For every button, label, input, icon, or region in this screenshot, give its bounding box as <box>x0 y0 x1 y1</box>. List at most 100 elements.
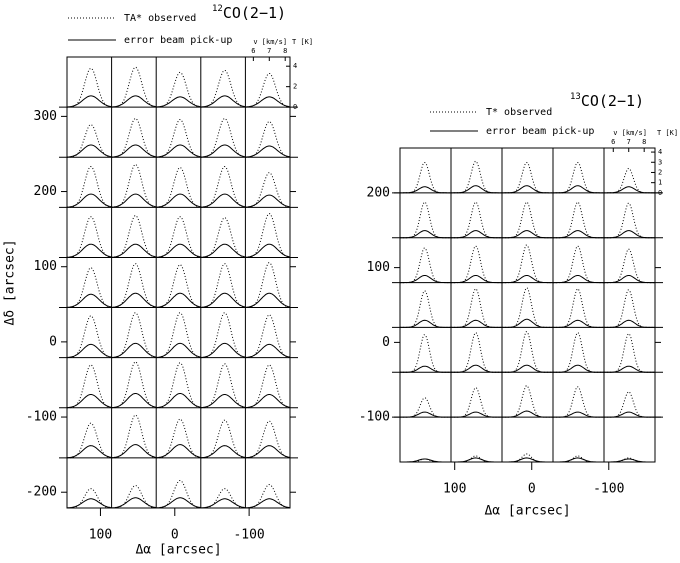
title-superscript: 13 <box>570 92 581 102</box>
spectrum <box>66 144 112 158</box>
spectrum <box>200 312 246 359</box>
spectrum <box>451 364 502 373</box>
spectrum <box>604 230 655 239</box>
spectrum <box>111 414 157 459</box>
spectrum <box>66 394 112 409</box>
spectrum <box>604 391 655 418</box>
spectrum <box>66 343 112 358</box>
spectrum <box>451 275 502 284</box>
spectrum <box>200 498 246 509</box>
spectrum <box>553 288 604 328</box>
spectrum <box>400 201 451 239</box>
spectrum <box>245 73 291 108</box>
spectrum <box>156 144 201 158</box>
spectrum <box>200 165 246 208</box>
inset-x-tick-label: 7 <box>627 138 631 146</box>
spectrum <box>200 445 246 459</box>
inset-x-label: v [km/s] <box>253 38 287 46</box>
spectrum <box>553 275 604 284</box>
spectrum <box>245 172 291 208</box>
spectrum <box>502 364 553 373</box>
spectrum <box>111 163 157 208</box>
y-tick-label: 200 <box>367 185 390 200</box>
spectrum <box>156 96 201 108</box>
spectrum <box>66 498 112 509</box>
inset-y-tick-label: 2 <box>293 83 297 91</box>
spectrum <box>200 144 246 158</box>
spectrum <box>67 216 112 258</box>
spectrum <box>66 95 112 108</box>
spectrum <box>111 117 157 158</box>
spectrum <box>156 362 201 409</box>
title-superscript: 12 <box>212 4 223 14</box>
inset-y-label: T [K] <box>292 38 313 46</box>
y-tick-label: -200 <box>26 485 57 500</box>
spectrum <box>245 243 291 258</box>
inset-x-tick-label: 8 <box>642 138 646 146</box>
inset-y-tick-label: 0 <box>658 189 662 197</box>
spectrum <box>156 264 201 308</box>
x-tick-label: -100 <box>233 528 264 543</box>
spectrum <box>200 117 246 158</box>
spectrum <box>604 202 655 239</box>
chart-title: 12CO(2−1) <box>212 4 286 22</box>
spectrum <box>156 216 201 258</box>
inset-y-tick-label: 3 <box>658 158 662 166</box>
spectrum <box>553 457 604 463</box>
spectrum <box>553 332 604 373</box>
spectrum <box>66 193 112 208</box>
spectrum <box>156 193 201 208</box>
spectrum <box>245 394 291 409</box>
y-tick-label: 200 <box>34 184 57 199</box>
spectrum <box>245 213 291 258</box>
spectrum <box>111 243 157 258</box>
y-tick-label: 0 <box>382 335 390 350</box>
spectrum <box>604 275 655 284</box>
spectrum <box>111 193 157 208</box>
spectrum <box>245 343 291 358</box>
spectrum <box>156 292 201 308</box>
spectrum <box>451 160 502 194</box>
spectrum <box>245 364 291 409</box>
inset-x-tick-label: 6 <box>251 47 255 55</box>
spectrum <box>604 289 655 328</box>
spectrum <box>111 215 157 258</box>
spectrum <box>111 292 157 308</box>
spectrum <box>200 263 246 308</box>
spectrum <box>502 457 553 463</box>
spectrum <box>400 161 451 194</box>
spectrum <box>553 364 604 373</box>
spectrum <box>451 288 502 328</box>
x-tick-label: 0 <box>171 528 179 543</box>
spectrum <box>67 488 112 509</box>
spectrum <box>502 185 553 194</box>
spectrum <box>111 361 157 409</box>
spectrum <box>66 243 112 258</box>
legend-label: T* observed <box>486 107 552 118</box>
spectrum <box>604 365 655 373</box>
spectrum <box>111 263 157 308</box>
spectrum <box>451 185 502 194</box>
spectrum <box>451 230 502 239</box>
y-tick-label: 0 <box>49 334 57 349</box>
spectrum <box>604 248 655 284</box>
spectrum <box>400 290 451 328</box>
spectrum <box>200 363 246 409</box>
spectrum <box>553 319 604 328</box>
spectrum <box>604 411 655 418</box>
spectrum <box>502 318 553 328</box>
inset-y-tick-label: 2 <box>658 168 662 176</box>
spectrum <box>156 167 201 208</box>
spectrum <box>111 66 157 108</box>
spectrum <box>200 419 246 459</box>
y-tick-label: -100 <box>359 410 390 425</box>
spectrum <box>111 444 157 459</box>
plot-frame <box>399 147 656 463</box>
y-tick-label: -100 <box>26 410 57 425</box>
spectrum <box>67 267 112 308</box>
inset-x-tick-label: 6 <box>611 138 615 146</box>
spectrum <box>245 96 291 108</box>
inset-y-tick-label: 0 <box>293 103 297 111</box>
spectrum <box>245 292 291 308</box>
spectrum <box>156 418 201 459</box>
